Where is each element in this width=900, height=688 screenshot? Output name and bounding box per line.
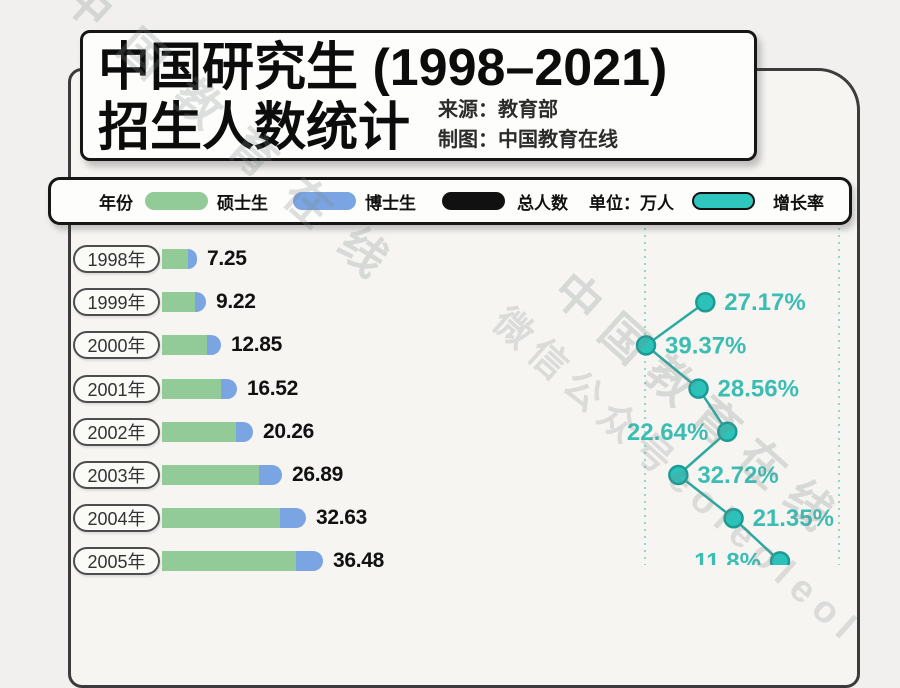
- table-row: 2003年 26.89: [73, 461, 493, 489]
- table-row: 2005年 36.48: [73, 547, 493, 576]
- table-row: 2001年 16.52: [73, 374, 493, 403]
- enrollment-bar: [162, 465, 282, 485]
- enrollment-bar: [162, 421, 253, 442]
- source-block: 来源：教育部 制图：中国教育在线: [438, 97, 618, 153]
- year-pill: 2002年: [73, 417, 160, 446]
- master-bar-segment: [162, 249, 188, 269]
- enrollment-bar: [162, 249, 197, 269]
- doctor-bar-segment: [195, 292, 206, 313]
- master-bar-segment: [162, 465, 259, 485]
- master-bar-segment: [162, 335, 207, 356]
- total-value-label: 36.48: [333, 549, 385, 573]
- year-pill: 2000年: [73, 331, 160, 360]
- master-bar-segment: [162, 421, 236, 442]
- enrollment-bar: [162, 292, 206, 313]
- table-row: 2000年 12.85: [73, 331, 493, 360]
- enrollment-bar: [162, 378, 237, 399]
- legend-unit-label: 单位：万人: [589, 193, 674, 213]
- table-row: 1998年 7.25: [73, 245, 493, 273]
- enrollment-bar: [162, 335, 221, 356]
- year-pill: 1998年: [73, 245, 160, 273]
- legend-growth-label: 增长率: [773, 193, 824, 213]
- total-value-label: 26.89: [292, 463, 344, 486]
- page-title-line2: 招生人数统计: [98, 99, 411, 157]
- title-card: 中国研究生 (1998–2021) 招生人数统计 来源：教育部 制图：中国教育在…: [80, 30, 757, 161]
- year-pill: 2001年: [73, 374, 160, 403]
- total-value-label: 12.85: [231, 333, 283, 357]
- legend-year-label: 年份: [99, 193, 133, 213]
- total-value-label: 16.52: [247, 376, 299, 400]
- year-pill: 2003年: [73, 461, 160, 489]
- total-swatch: [442, 192, 505, 210]
- master-bar-segment: [162, 378, 221, 399]
- doctor-swatch: [293, 192, 356, 210]
- legend-doctor-label: 博士生: [365, 193, 416, 213]
- doctor-bar-segment: [207, 335, 221, 356]
- legend-master-label: 硕士生: [217, 193, 268, 213]
- year-pill: 2005年: [73, 547, 160, 576]
- doctor-bar-segment: [236, 421, 253, 442]
- source-text: 来源：教育部: [438, 99, 559, 121]
- legend-total-label: 总人数: [517, 193, 568, 213]
- doctor-bar-segment: [296, 551, 323, 572]
- master-bar-segment: [162, 551, 296, 572]
- table-row: 2002年 20.26: [73, 417, 493, 446]
- total-value-label: 20.26: [263, 419, 315, 443]
- year-pill: 1999年: [73, 288, 160, 317]
- master-swatch: [145, 192, 208, 210]
- growth-swatch: [692, 192, 755, 210]
- doctor-bar-segment: [221, 378, 237, 399]
- total-value-label: 32.63: [316, 506, 368, 530]
- table-row: 1999年 9.22: [73, 288, 493, 317]
- doctor-bar-segment: [188, 249, 197, 269]
- page-title-line1: 中国研究生 (1998–2021): [98, 39, 668, 97]
- doctor-bar-segment: [259, 465, 282, 485]
- year-pill: 2004年: [73, 504, 160, 533]
- master-bar-segment: [162, 508, 280, 529]
- total-value-label: 9.22: [216, 290, 256, 314]
- master-bar-segment: [162, 292, 195, 313]
- doctor-bar-segment: [280, 508, 306, 529]
- table-row: 2004年 32.63: [73, 504, 493, 533]
- enrollment-bar: [162, 508, 306, 529]
- enrollment-bar: [162, 551, 323, 572]
- legend-bar: 年份 硕士生 博士生 总人数 单位：万人 增长率: [48, 177, 852, 225]
- total-value-label: 7.25: [207, 247, 247, 270]
- credit-text: 制图：中国教育在线: [438, 129, 619, 151]
